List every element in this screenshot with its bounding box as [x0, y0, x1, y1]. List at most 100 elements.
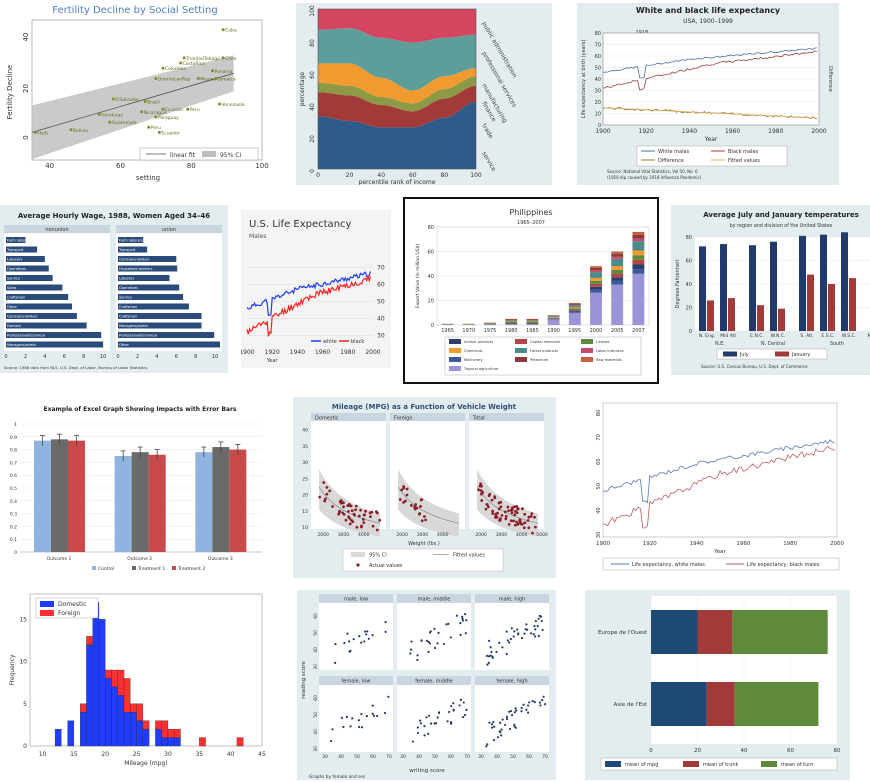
x-tick-label: 60: [448, 754, 454, 760]
legend-swatch: [775, 351, 789, 357]
legend-swatch: [515, 339, 527, 344]
chart-title: Average Hourly Wage, 1988, Women Aged 34…: [18, 212, 210, 220]
data-point: [196, 76, 200, 80]
histogram-bar-domestic: [54, 728, 62, 747]
ci-band: [398, 469, 459, 537]
area-series-labor: [318, 76, 476, 112]
x-tick-label: 1995: [568, 328, 581, 334]
x-tick-label: 60: [787, 748, 794, 754]
data-point: [532, 633, 535, 636]
y-tick-label: 20: [595, 100, 601, 106]
data-point: [344, 518, 348, 522]
data-point: [331, 505, 334, 508]
point-label: Bolivia: [73, 128, 88, 134]
data-point: [419, 505, 422, 508]
data-point: [347, 640, 351, 643]
y-tick-label: 20: [686, 306, 692, 312]
histogram-bar-domestic: [130, 712, 137, 747]
x-tick-label: 60: [409, 172, 417, 179]
legend-label: Treatment 2: [177, 566, 205, 572]
data-point: [450, 720, 453, 724]
stacked-bar-segment: [505, 323, 518, 325]
x-tick-label: 80: [834, 748, 841, 754]
legend-swatch: [449, 357, 461, 362]
stacked-bar-segment: [632, 264, 645, 270]
line-black-males: [602, 445, 835, 529]
x-tick-label: Mountain: [868, 333, 870, 339]
data-point: [446, 720, 449, 723]
histogram-bar-domestic: [86, 644, 93, 747]
y-tick-label: 5: [23, 701, 27, 708]
stacked-bar-segment: [526, 320, 539, 322]
data-point: [520, 522, 524, 526]
y-axis-label: reading score: [301, 661, 307, 699]
stacked-bar-segment: [632, 241, 645, 251]
point-label: Honduras: [101, 112, 123, 118]
y-axis-label: Export Value (in million US$): [415, 244, 421, 309]
data-point: [331, 728, 334, 731]
group-label: N. Central: [761, 341, 785, 347]
bar-nonunion: [6, 322, 87, 329]
stacked-bar-segment: [568, 304, 581, 306]
histogram-bar-foreign: [136, 703, 144, 721]
x-tick-label: 15: [70, 751, 78, 758]
area-series-service: [318, 63, 476, 104]
legend-label: mean of mpg: [625, 762, 658, 768]
y-tick-label: 15: [302, 509, 308, 515]
data-point: [525, 623, 528, 626]
data-point: [370, 510, 374, 514]
legend-label: Petroleum: [530, 358, 549, 362]
stacked-bar-segment: [590, 289, 602, 293]
bar-july: [841, 232, 848, 331]
y-tick-label: 50: [377, 299, 385, 306]
x-tick-label: 2000: [830, 541, 844, 547]
data-point: [161, 107, 165, 111]
bar-category-label: Other: [7, 305, 17, 309]
stacked-bar-segment: [590, 272, 602, 278]
data-point: [447, 710, 451, 714]
data-point: [416, 654, 419, 657]
data-point: [419, 722, 422, 725]
data-point: [513, 513, 517, 517]
stacked-bar-segment: [526, 318, 539, 320]
stacked-bar-segment: [611, 269, 624, 274]
chart-title: Example of Excel Graph Showing Impacts w…: [44, 406, 237, 413]
data-point: [515, 709, 518, 712]
chart-subtitle: 1965–2007: [517, 220, 545, 226]
data-point: [504, 723, 507, 727]
line-white-males: [602, 439, 835, 504]
bar-category-label: Laborers: [119, 277, 134, 281]
data-point: [495, 650, 498, 654]
point-label: Panama: [214, 69, 232, 75]
data-point: [350, 509, 354, 513]
data-point: [358, 635, 361, 638]
data-point: [513, 523, 517, 527]
bar-treatment-2: [148, 454, 166, 552]
data-point: [402, 485, 406, 488]
stacked-bar-mean-of-trunk: [706, 682, 735, 726]
data-point: [513, 505, 516, 509]
y-tick-label: 40: [313, 647, 319, 653]
x-tick-label: E.N.C.: [750, 333, 764, 339]
data-point: [534, 619, 537, 623]
data-point: [423, 734, 426, 737]
legend-label: Animal products: [464, 340, 493, 344]
data-point: [526, 519, 530, 522]
line-black-males: [602, 50, 817, 91]
bar-nonunion: [6, 294, 69, 300]
data-point: [520, 710, 523, 713]
x-tick-label: W.N.C.: [771, 333, 786, 339]
y-tick-label: 60: [686, 259, 692, 265]
x-tick-label: 4000: [437, 532, 449, 538]
y-tick-label: 0.9: [10, 435, 17, 441]
facet-header: [319, 676, 393, 685]
data-point: [413, 507, 417, 511]
data-point: [221, 28, 225, 32]
data-point: [424, 518, 428, 522]
stacked-bar-segment: [526, 324, 539, 325]
legend-swatch-point: [356, 563, 360, 567]
us-life-expectancy-chart: U.S. Life Expectancy Males 30 40 50 60 70 1900 1…: [241, 210, 391, 368]
legend-label: January: [791, 352, 810, 358]
x-tick-label: 10: [212, 354, 218, 360]
data-point: [384, 630, 387, 633]
